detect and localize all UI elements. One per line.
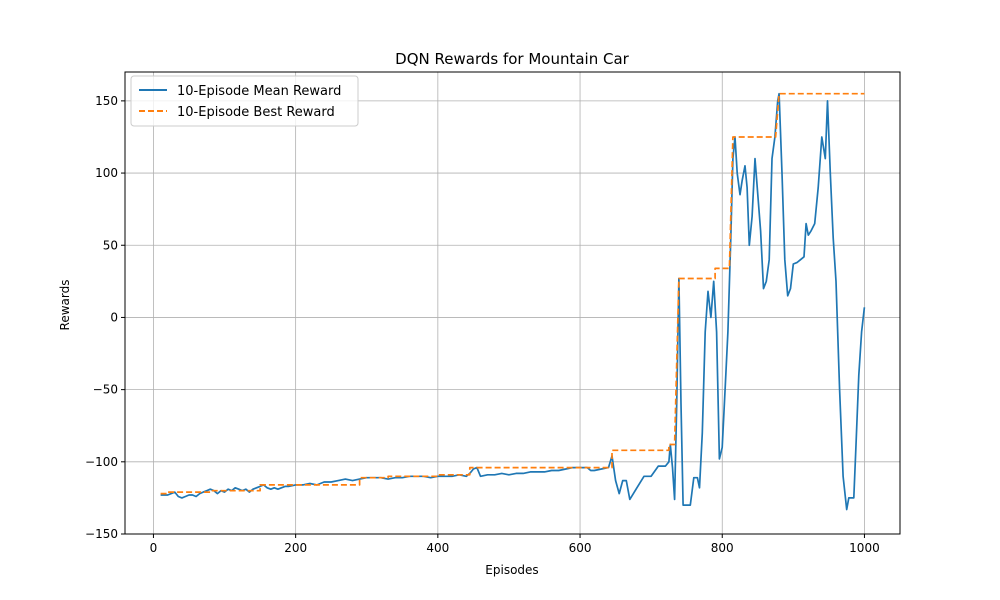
x-tick-label: 600 xyxy=(569,541,592,555)
x-tick-label: 400 xyxy=(426,541,449,555)
y-tick-label: 50 xyxy=(103,238,118,252)
legend: 10-Episode Mean Reward 10-Episode Best R… xyxy=(130,75,359,127)
series-layer xyxy=(160,92,866,511)
x-tick-label: 800 xyxy=(711,541,734,555)
x-tick-label: 1000 xyxy=(849,541,880,555)
x-axis-label: Episodes xyxy=(485,563,538,577)
legend-box xyxy=(130,75,359,127)
legend-label-best-reward: 10-Episode Best Reward xyxy=(177,105,335,120)
y-tick-label: −150 xyxy=(85,527,118,541)
legend-label-mean-reward: 10-Episode Mean Reward xyxy=(177,84,341,99)
y-tick-label: 150 xyxy=(95,94,118,108)
y-tick-label: 100 xyxy=(95,166,118,180)
y-tick-label: −50 xyxy=(93,383,118,397)
x-tick-label: 0 xyxy=(150,541,158,555)
ticks: 0 200 400 600 800 1000 −150 −100 −50 0 50 100 150 xyxy=(85,94,880,555)
x-tick-label: 200 xyxy=(284,541,307,555)
series-line-best-reward xyxy=(160,92,865,495)
chart-title: DQN Rewards for Mountain Car xyxy=(395,50,629,68)
y-tick-label: 0 xyxy=(110,310,118,324)
y-axis-label: Rewards xyxy=(58,280,72,331)
plot-frame xyxy=(124,71,901,535)
y-tick-label: −100 xyxy=(85,455,118,469)
